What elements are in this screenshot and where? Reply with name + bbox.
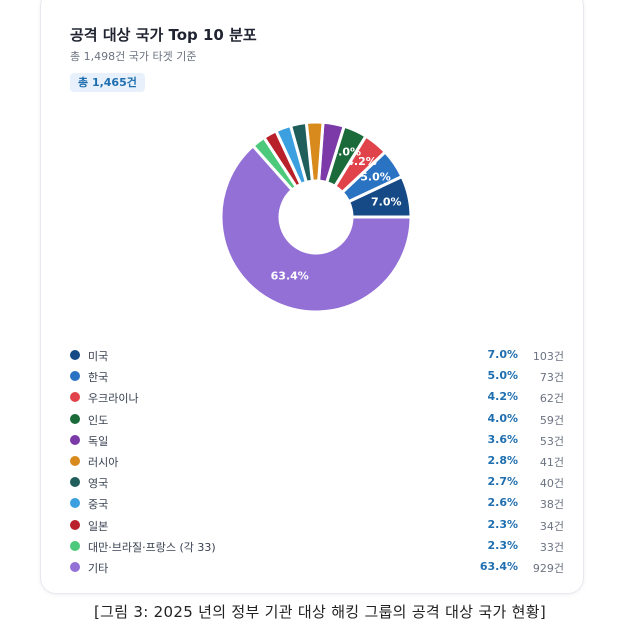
legend-count: 34건 [539,519,564,533]
legend-item[interactable]: 한국 5.0% 73건 [68,366,564,387]
slice-label: 4.2% [346,155,377,168]
legend-dot-icon [70,561,80,572]
legend-dot-icon [70,477,80,488]
slice-label: 7.0% [371,195,402,208]
legend-dot-icon [70,392,80,403]
legend-item[interactable]: 영국 2.7% 40건 [68,472,564,493]
legend-label: 일본 [88,519,109,533]
legend-count: 62건 [539,392,564,406]
legend-count: 41건 [539,455,564,469]
chart-title: 공격 대상 국가 Top 10 분포 [70,26,257,44]
legend-label: 미국 [88,350,109,363]
legend-dot-icon [70,540,80,551]
legend-item[interactable]: 중국 2.6% 38건 [68,493,564,514]
legend-dot-icon [70,455,80,466]
legend-count: 33건 [539,540,564,554]
legend-percent: 3.6% [487,432,518,446]
legend-percent: 5.0% [487,369,518,383]
legend-label: 우크라이나 [88,392,139,406]
slice-label: 63.4% [271,269,309,282]
legend-percent: 2.8% [487,453,518,467]
chart-subtitle: 총 1,498건 국가 타겟 기준 [70,50,197,63]
legend-label: 인도 [88,413,109,427]
legend-item[interactable]: 우크라이나 4.2% 62건 [68,387,564,408]
legend-item[interactable]: 인도 4.0% 59건 [68,409,564,430]
legend-dot-icon [70,350,80,360]
legend-count: 59건 [539,413,564,427]
legend-count: 53건 [539,434,564,448]
legend-dot-icon [70,413,80,424]
legend-count: 73건 [539,371,564,385]
legend-item[interactable]: 대만·브라질·프랑스 (각 33) 2.3% 33건 [68,536,564,557]
legend-item[interactable]: 독일 3.6% 53건 [68,430,564,451]
legend-dot-icon [70,519,80,530]
legend-count: 103건 [532,350,564,363]
legend-item[interactable]: 기타 63.4% 929건 [68,557,564,578]
legend-count: 40건 [539,477,564,491]
legend-dot-icon [70,498,80,509]
legend-percent: 2.3% [487,538,518,552]
donut-slice[interactable] [219,143,413,314]
legend-percent: 4.0% [487,411,518,425]
total-badge: 총 1,465건 [70,73,145,92]
donut-chart: 7.0%5.0%4.2%4.0%63.4% [219,120,413,314]
legend-label: 러시아 [88,455,119,469]
legend-count: 38건 [539,498,564,512]
legend-label: 대만·브라질·프랑스 (각 33) [88,540,216,554]
legend-percent: 63.4% [479,559,518,573]
legend-dot-icon [70,434,80,445]
legend-item[interactable]: 일본 2.3% 34건 [68,515,564,536]
legend-label: 기타 [88,561,109,575]
legend-count: 929건 [532,561,564,575]
legend-label: 중국 [88,498,109,512]
legend-percent: 4.2% [487,390,518,404]
legend-item[interactable]: 미국 7.0% 103건 [68,345,564,366]
legend-label: 한국 [88,371,109,385]
legend-label: 독일 [88,434,109,448]
legend-percent: 2.6% [487,496,518,510]
legend-label: 영국 [88,477,109,491]
legend-dot-icon [70,371,80,382]
legend-percent: 7.0% [487,348,518,361]
legend-percent: 2.3% [487,517,518,531]
slice-label: 5.0% [360,170,391,183]
legend-item[interactable]: 러시아 2.8% 41건 [68,451,564,472]
legend-percent: 2.7% [487,475,518,489]
figure-caption: [그림 3: 2025 년의 정부 기관 대상 해킹 그룹의 공격 대상 국가 … [94,603,546,621]
